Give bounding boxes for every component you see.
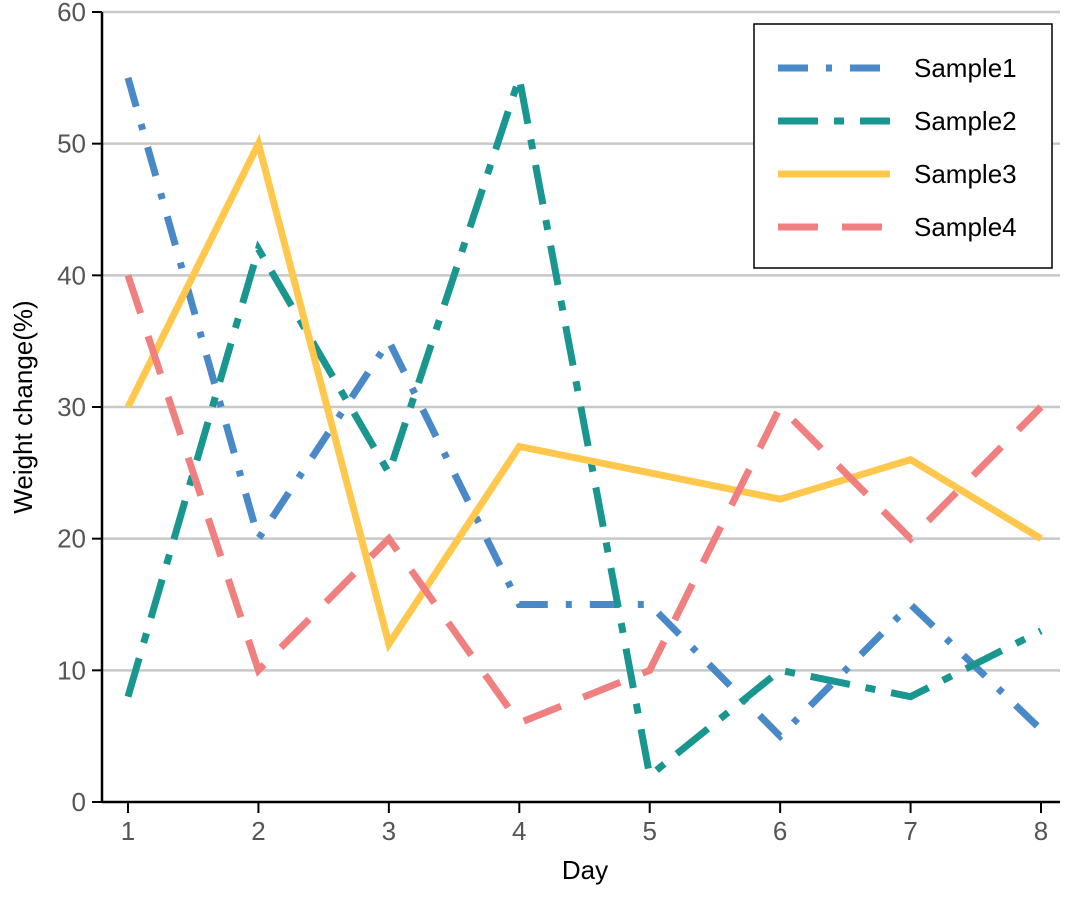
y-tick-label: 50 (57, 129, 86, 159)
y-tick-label: 30 (57, 392, 86, 422)
y-tick-label: 10 (57, 655, 86, 685)
x-tick-label: 7 (903, 816, 917, 846)
legend-label: Sample4 (914, 212, 1017, 242)
y-axis-ticks: 0 10 20 30 40 50 60 (57, 0, 102, 817)
y-tick-label: 20 (57, 524, 86, 554)
x-tick-label: 2 (251, 816, 265, 846)
x-tick-label: 4 (512, 816, 526, 846)
series-line-sample2 (124, 76, 1043, 783)
x-tick-label: 6 (773, 816, 787, 846)
y-axis-title: Weight change(%) (8, 300, 38, 513)
legend: Sample1 Sample2 Sample3 Sample4 (753, 23, 1053, 269)
plot-area (124, 76, 1044, 783)
series-line-sample4 (124, 274, 1044, 728)
series-line-sample3 (124, 133, 1043, 653)
legend-label: Sample3 (914, 159, 1017, 189)
x-tick-label: 3 (382, 816, 396, 846)
legend-label: Sample2 (914, 106, 1017, 136)
y-tick-label: 40 (57, 260, 86, 290)
x-tick-label: 8 (1034, 816, 1048, 846)
y-tick-label: 60 (57, 0, 86, 27)
x-axis-ticks: 1 2 3 4 5 6 7 8 (121, 802, 1048, 846)
x-tick-label: 1 (121, 816, 135, 846)
series-line-sample1 (124, 76, 1044, 742)
y-tick-label: 0 (72, 787, 86, 817)
legend-label: Sample1 (914, 53, 1017, 83)
x-axis-title: Day (562, 855, 608, 885)
x-tick-label: 5 (642, 816, 656, 846)
